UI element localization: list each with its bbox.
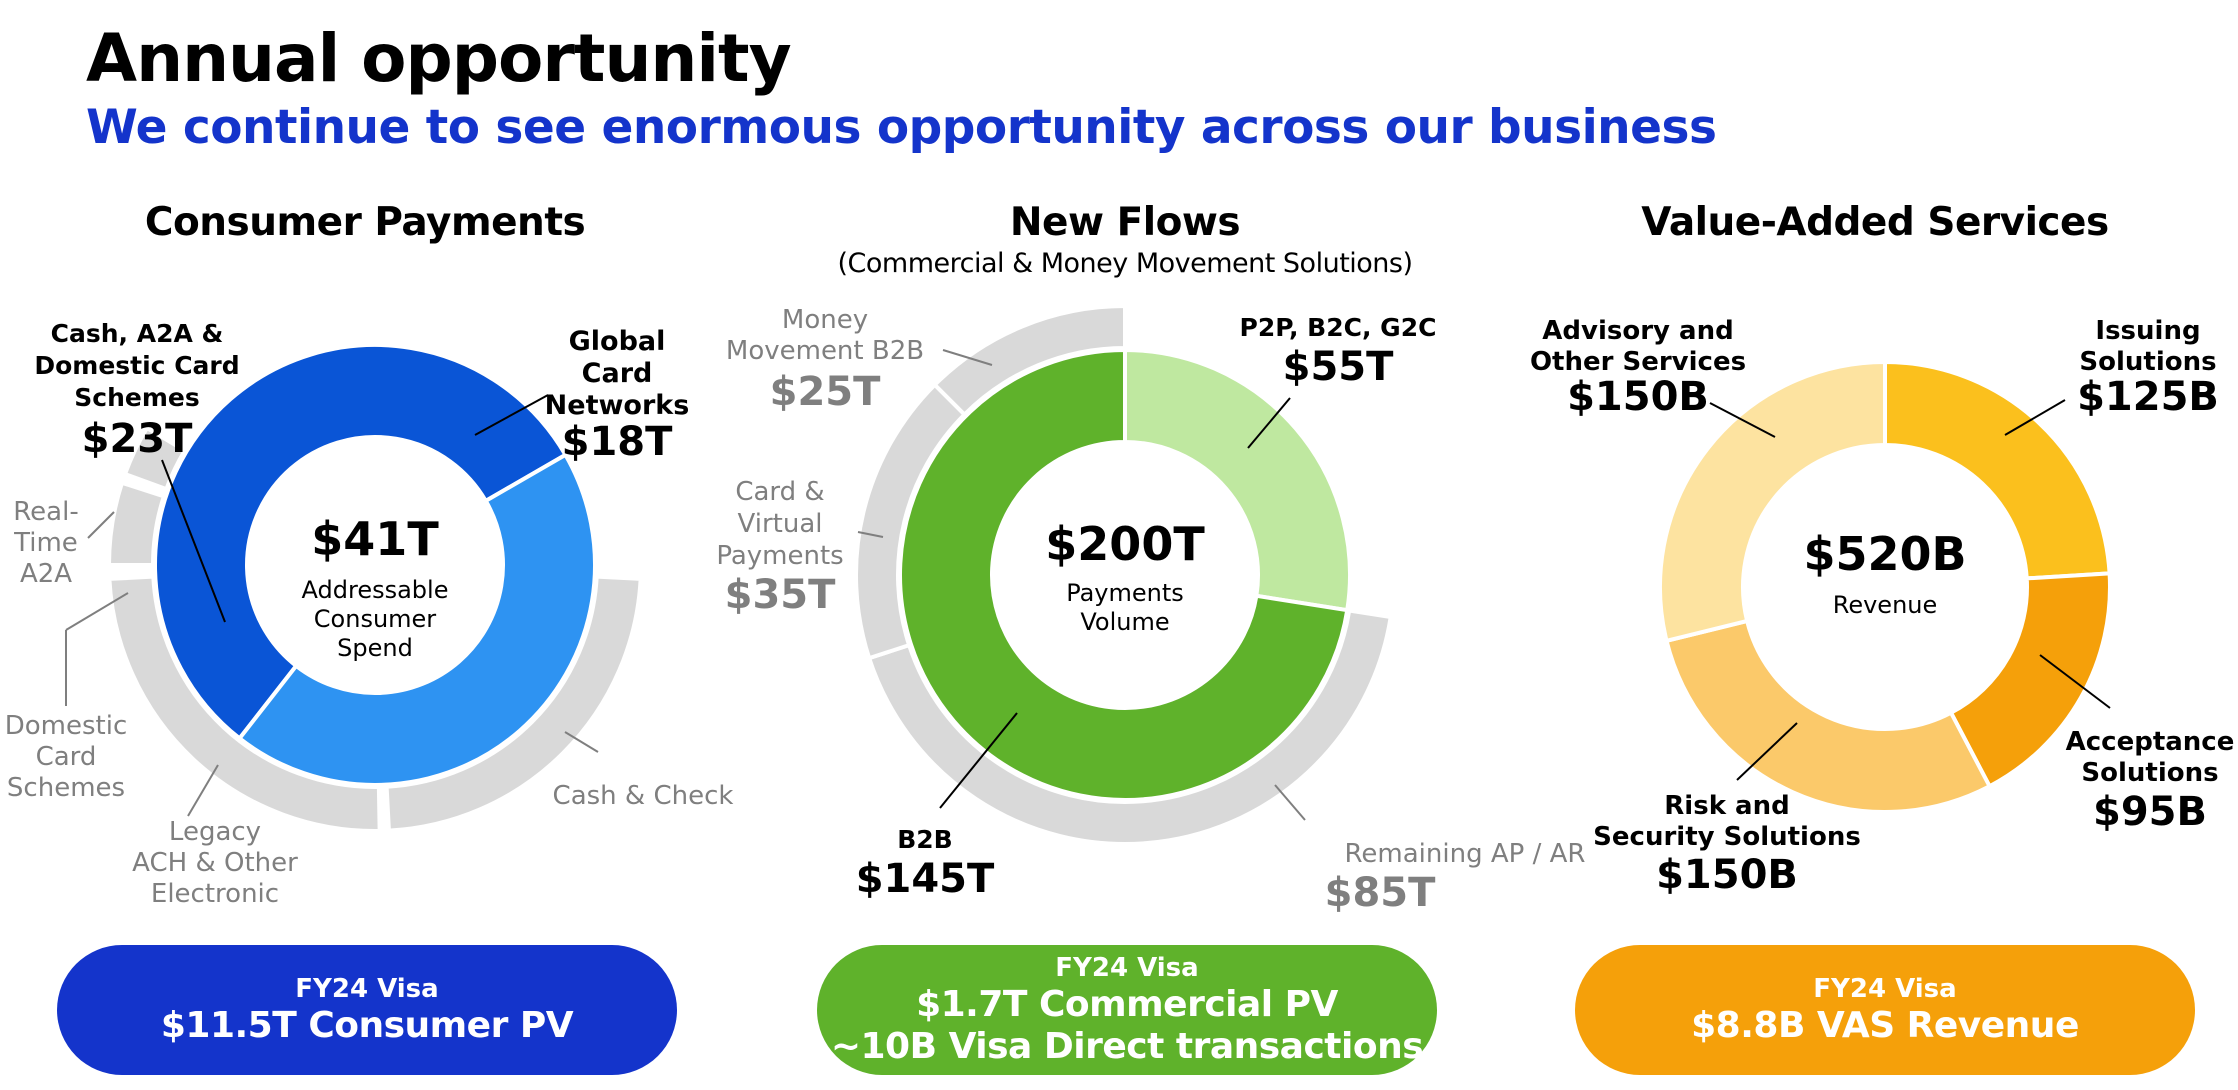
- value-b2b: $145T: [856, 856, 995, 902]
- label-card-virtual-payments: Card & Virtual Payments: [716, 477, 843, 571]
- value-acceptance-solutions: $95B: [2093, 789, 2207, 835]
- label-b2b: B2B: [897, 825, 953, 854]
- center-label: Payments Volume: [1066, 579, 1184, 636]
- value-cash-a2a-domestic: $23T: [82, 416, 193, 462]
- leader-line: [87, 511, 115, 539]
- leader-line: [1709, 402, 1776, 438]
- value-risk-security: $150B: [1656, 852, 1798, 898]
- value-advisory-other: $150B: [1567, 374, 1709, 420]
- leader-line: [187, 764, 219, 817]
- value-global-card-networks: $18T: [562, 419, 673, 465]
- leader-line: [65, 592, 129, 631]
- label-cash-a2a-domestic: Cash, A2A & Domestic Card Schemes: [34, 319, 239, 412]
- value-money-movement-b2b: $25T: [770, 369, 881, 415]
- slice-global-card-networks: [236, 452, 597, 787]
- panel-subtitle-new-flows: (Commercial & Money Movement Solutions): [837, 248, 1413, 279]
- banner-new-flows-value-2: ~10B Visa Direct transactions: [830, 1026, 1424, 1067]
- banner-vas: FY24 Visa $8.8B VAS Revenue: [1575, 945, 2195, 1075]
- leader-line: [1736, 722, 1798, 781]
- label-domestic-card-schemes: Domestic Card Schemes: [5, 711, 128, 803]
- banner-new-flows-label: FY24 Visa: [1055, 953, 1199, 983]
- banner-consumer-label: FY24 Visa: [295, 974, 439, 1004]
- page-title: Annual opportunity: [86, 20, 792, 97]
- page-subtitle: We continue to see enormous opportunity …: [86, 100, 1717, 155]
- leader-line: [857, 531, 884, 538]
- banner-new-flows-value-1: $1.7T Commercial PV: [916, 984, 1338, 1025]
- leader-line: [474, 394, 549, 436]
- panel-title-new-flows: New Flows: [1009, 200, 1241, 245]
- label-global-card-networks: Global Card Networks: [545, 326, 690, 421]
- banner-consumer: FY24 Visa $11.5T Consumer PV: [57, 945, 677, 1075]
- slice-issuing-solutions: [1883, 359, 2112, 581]
- leader-line: [942, 349, 993, 366]
- leader-line: [161, 459, 226, 623]
- slice-p2p-b2c-g2c: [1123, 347, 1352, 613]
- value-card-virtual-payments: $35T: [725, 572, 836, 618]
- label-advisory-other: Advisory and Other Services: [1530, 316, 1746, 377]
- center-value: $41T: [311, 512, 439, 566]
- slice-b2b: [898, 347, 1350, 802]
- leader-line: [1247, 397, 1291, 449]
- center-label: Revenue: [1833, 591, 1938, 619]
- value-p2p-b2c-g2c: $55T: [1283, 344, 1394, 390]
- leader-line: [2004, 399, 2066, 436]
- slice-risk-security: [1664, 618, 1993, 814]
- banner-vas-value: $8.8B VAS Revenue: [1691, 1005, 2079, 1046]
- banner-new-flows: FY24 Visa $1.7T Commercial PV ~10B Visa …: [817, 945, 1437, 1075]
- label-remaining-ap-ar: Remaining AP / AR: [1345, 839, 1586, 869]
- label-issuing-solutions: Issuing Solutions: [2079, 316, 2216, 377]
- banner-consumer-value: $11.5T Consumer PV: [160, 1005, 574, 1046]
- banner-vas-label: FY24 Visa: [1813, 974, 1957, 1004]
- leader-line: [2039, 654, 2111, 709]
- leader-line: [939, 712, 1018, 809]
- center-label: Addressable Consumer Spend: [302, 576, 449, 662]
- slice-advisory-other: [1658, 359, 1887, 644]
- slice-cash-a2a-domestic: [153, 343, 569, 742]
- center-value: $520B: [1803, 527, 1966, 581]
- value-issuing-solutions: $125B: [2077, 374, 2219, 420]
- panel-title-consumer-payments: Consumer Payments: [144, 200, 586, 245]
- label-p2p-b2c-g2c: P2P, B2C, G2C: [1240, 313, 1437, 342]
- panel-title-value-added-services: Value-Added Services: [1641, 200, 2109, 245]
- leader-line: [564, 731, 599, 753]
- label-real-time-a2a: Real-Time A2A: [13, 497, 79, 589]
- label-cash-check: Cash & Check: [553, 781, 734, 811]
- label-risk-security: Risk and Security Solutions: [1593, 791, 1861, 852]
- label-money-movement-b2b: Money Movement B2B: [726, 305, 924, 366]
- label-legacy-ach: Legacy ACH & Other Electronic: [132, 817, 298, 909]
- value-remaining-ap-ar: $85T: [1325, 870, 1436, 916]
- leader-line: [1274, 784, 1306, 821]
- center-value: $200T: [1045, 517, 1205, 571]
- label-acceptance-solutions: Acceptance Solutions: [2066, 727, 2235, 788]
